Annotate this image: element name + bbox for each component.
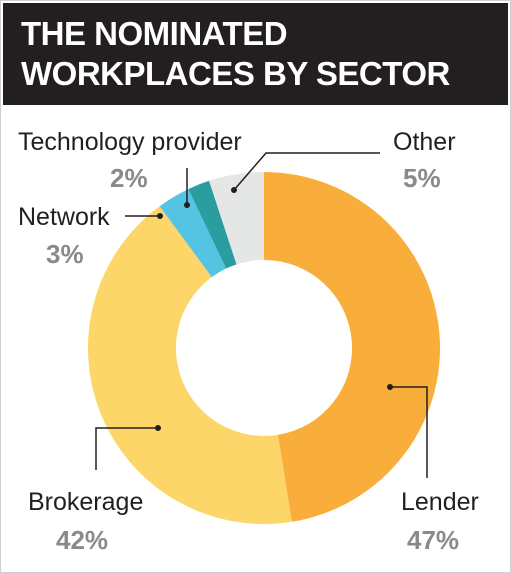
slice-network	[159, 189, 227, 278]
donut-slices	[87, 172, 441, 524]
leader-dot-technology-provider	[184, 202, 190, 208]
leader-dot-other	[231, 187, 237, 193]
slice-value-network: 3%	[46, 239, 84, 269]
leader-line-other	[233, 152, 380, 191]
slice-label-lender: Lender	[401, 488, 479, 516]
leader-line-brokerage	[95, 427, 158, 470]
chart-title-line-1: THE NOMINATED	[21, 15, 288, 52]
slice-label-brokerage: Brokerage	[28, 488, 143, 516]
slice-other	[209, 172, 264, 265]
slice-label-technology-provider: Technology provider	[18, 128, 242, 156]
slice-value-other: 5%	[403, 163, 441, 193]
slice-brokerage	[87, 206, 292, 524]
slice-value-technology-provider: 2%	[110, 163, 148, 193]
leader-dot-brokerage	[155, 425, 161, 431]
leader-dot-network	[157, 213, 163, 219]
leader-dots	[155, 187, 393, 431]
leader-line-lender	[390, 386, 428, 478]
chart-title-line-2: WORKPLACES BY SECTOR	[21, 55, 450, 92]
slice-value-lender: 47%	[407, 525, 459, 555]
leader-lines	[95, 152, 428, 478]
slice-lender	[264, 172, 441, 522]
title-bar: THE NOMINATED WORKPLACES BY SECTOR	[3, 3, 508, 105]
slice-technology-provider	[188, 180, 237, 269]
slice-label-network: Network	[18, 203, 110, 231]
slice-label-other: Other	[393, 128, 456, 156]
leader-dot-lender	[387, 384, 393, 390]
slice-value-brokerage: 42%	[56, 525, 108, 555]
